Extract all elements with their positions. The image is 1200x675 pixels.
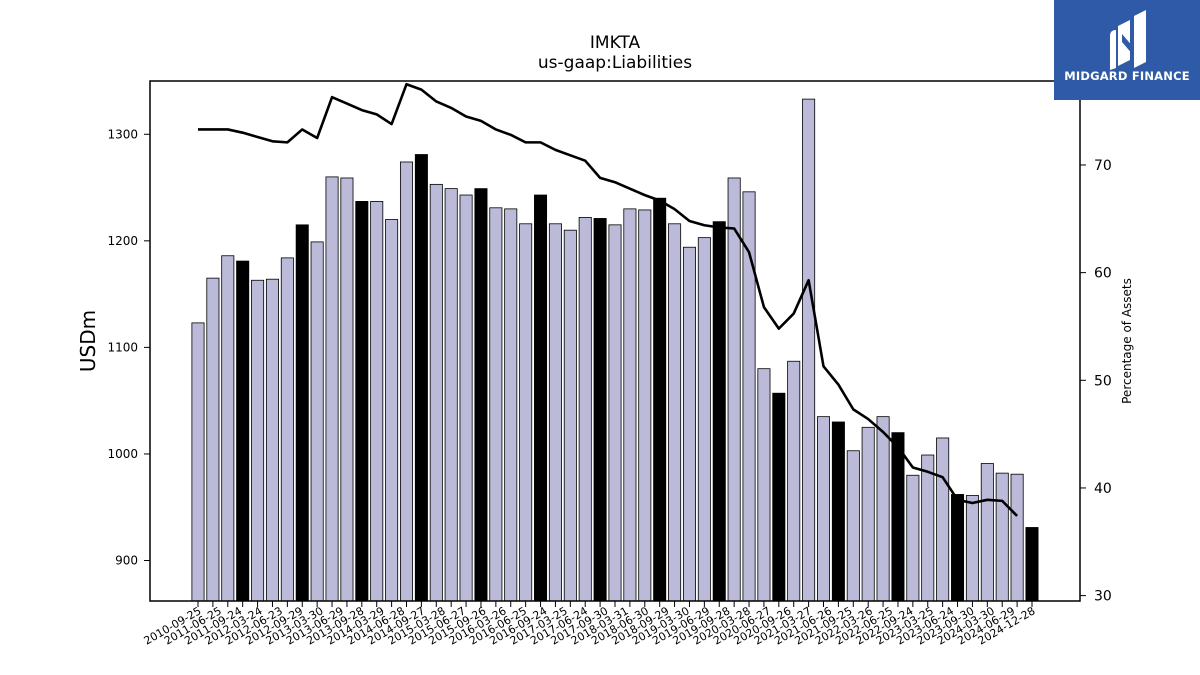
bar-highlight <box>1025 527 1039 602</box>
ratio-line-series <box>198 82 1019 517</box>
bar-highlight <box>593 218 607 602</box>
y2-tick-label: 40 <box>1094 481 1112 497</box>
bar <box>221 255 235 602</box>
bar <box>1010 473 1024 602</box>
midgard-finance-logo: MIDGARD FINANCE <box>1054 0 1200 100</box>
bars <box>191 98 1039 602</box>
bar <box>906 474 920 602</box>
bar <box>682 246 696 602</box>
bar <box>504 208 518 602</box>
chart-subtitle: us-gaap:Liabilities <box>538 53 692 73</box>
bar-highlight <box>534 194 548 602</box>
bar <box>459 194 473 602</box>
logo-mark-icon <box>1110 10 1146 70</box>
bar <box>876 416 890 602</box>
bar <box>995 472 1009 602</box>
bar <box>816 416 831 602</box>
y2-tick-label: 70 <box>1094 158 1112 174</box>
bar <box>608 224 622 602</box>
bar <box>280 257 294 602</box>
y2-tick-label: 60 <box>1094 266 1112 282</box>
bar-highlight <box>355 201 369 602</box>
bar <box>563 229 577 602</box>
bar <box>757 368 771 602</box>
logo-text: MIDGARD FINANCE <box>1064 69 1190 83</box>
y-tick-label: 900 <box>115 554 138 568</box>
bar <box>385 219 399 602</box>
bar <box>936 437 950 602</box>
bar <box>578 216 592 602</box>
bar-highlight <box>831 421 845 602</box>
bar-highlight <box>712 221 726 602</box>
bar <box>668 223 682 602</box>
bar <box>787 360 801 602</box>
bar <box>802 98 816 602</box>
bar <box>399 161 414 602</box>
bar <box>548 223 562 602</box>
bar <box>370 201 384 602</box>
y-tick-label: 1300 <box>107 127 138 141</box>
bar <box>638 209 652 602</box>
bar <box>265 278 279 602</box>
bar <box>340 177 354 602</box>
bar <box>191 322 205 602</box>
bar <box>325 176 339 602</box>
y-tick-label: 1100 <box>107 340 138 354</box>
ratio-line <box>198 82 1019 517</box>
bar <box>921 454 935 602</box>
bar-highlight <box>295 224 309 602</box>
bar <box>697 237 711 602</box>
y-tick-label: 1000 <box>107 447 138 461</box>
bar-highlight <box>891 432 905 602</box>
bar <box>861 426 875 602</box>
bar-highlight <box>653 197 667 602</box>
bar-highlight <box>236 260 250 602</box>
bar <box>519 223 533 602</box>
y-axis-left: 900 1000 1100 1200 1300 <box>107 127 150 568</box>
y2-tick-label: 30 <box>1094 589 1112 605</box>
bar <box>727 177 741 602</box>
y2-tick-label: 50 <box>1094 373 1112 389</box>
bar <box>965 495 979 602</box>
bar-highlight <box>414 154 428 602</box>
x-axis: 2010-09-252011-06-252011-09-242012-03-24… <box>142 601 1038 648</box>
bar <box>489 207 503 602</box>
bar <box>429 183 443 602</box>
bar <box>251 279 265 602</box>
bar <box>846 450 860 602</box>
bar <box>980 463 994 602</box>
y-tick-label: 1200 <box>107 234 138 248</box>
y2-axis-label: Percentage of Assets <box>1120 278 1134 404</box>
chart-title: IMKTA <box>590 33 641 53</box>
bar <box>206 277 220 602</box>
y-axis-right: 30 40 50 60 70 <box>1080 158 1112 605</box>
bar-highlight <box>772 392 786 602</box>
bar <box>310 241 324 602</box>
bar-highlight <box>951 494 965 602</box>
bar <box>623 208 637 602</box>
bar <box>444 188 458 602</box>
y-axis-label: USDm <box>76 310 100 372</box>
bar-highlight <box>474 188 488 602</box>
